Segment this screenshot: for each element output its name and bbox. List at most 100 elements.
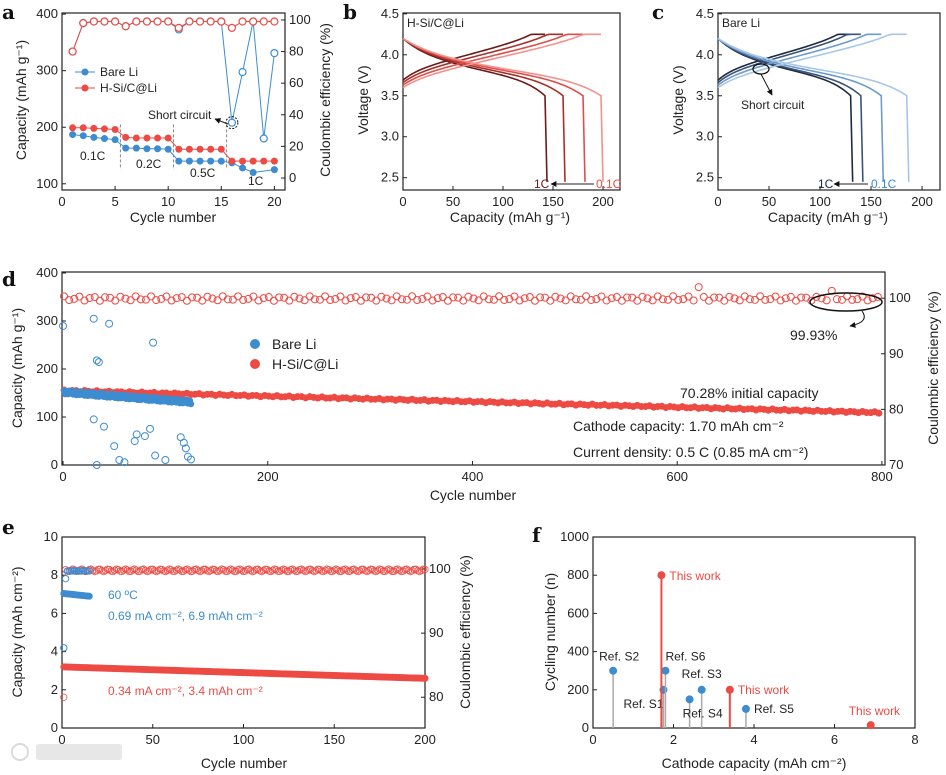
e-red-ce-point <box>127 567 135 575</box>
a-y-tick-label: 300 <box>36 63 58 78</box>
f-point <box>685 695 694 704</box>
e-red-ce-point <box>62 566 70 574</box>
b-cell-label: H-Si/C@Li <box>407 16 464 30</box>
b-y-tick-label: 4.0 <box>381 47 399 62</box>
e-red-ce-point <box>232 567 240 575</box>
d-hsic-ce-point <box>111 296 120 305</box>
d-bare-ce-point <box>140 432 149 441</box>
e-red-ce-point <box>399 567 407 575</box>
e-red-ce-point <box>421 565 429 574</box>
d-hsic-ce-point <box>244 294 253 303</box>
e-red-ce-point <box>158 565 166 574</box>
d-hsic-ce-point <box>438 292 447 301</box>
c-plot-frame <box>717 12 941 191</box>
e-x-tick-label: 150 <box>323 732 345 747</box>
a-ce-point-hsic <box>79 19 88 28</box>
e-red-ce-point <box>395 566 404 574</box>
a-capacity-point-hsic <box>164 134 172 142</box>
d-bare-ce-point <box>120 458 129 467</box>
e-red-ce-point <box>319 567 327 576</box>
e-red-ce-point <box>92 567 101 575</box>
b-x-axis-title: Capacity (mAh g⁻¹) <box>450 209 570 225</box>
d-hsic-ce-point <box>223 295 232 304</box>
a-ce-point-hsic <box>227 23 237 32</box>
d-hsic-ce-point <box>484 295 493 304</box>
f-x-tick-label: 6 <box>831 732 838 747</box>
a-y-tick-label: 400 <box>36 6 58 21</box>
e-red-ce-point <box>307 565 315 573</box>
d-ce-label: 99.93% <box>790 327 837 343</box>
d-hsic-ce-point <box>797 293 806 302</box>
d-hsic-ce-point <box>530 296 539 305</box>
e-red-ce-point <box>272 566 280 574</box>
c-charge-curve-0.5C <box>717 33 861 84</box>
f-x-tick-label: 4 <box>750 732 757 747</box>
d-y-tick-label: 100 <box>36 409 58 424</box>
d-cathode-label: Cathode capacity: 1.70 mAh cm⁻² <box>573 418 784 434</box>
d-x-tick-label: 600 <box>666 469 688 484</box>
d-hsic-ce-point <box>766 295 775 304</box>
a-capacity-point-hsic <box>90 124 98 132</box>
d-hsic-ce-point <box>633 296 642 305</box>
e-red-ce-point <box>163 566 171 574</box>
f-point <box>609 666 618 675</box>
d-hsic-ce-point <box>141 295 150 304</box>
a-capacity-point-bare <box>79 132 87 140</box>
d-hsic-ce-point <box>70 294 79 303</box>
b-charge-curve-0.2C <box>402 33 583 86</box>
d-hsic-ce-point <box>510 292 519 301</box>
d-y2-tick-label: 90 <box>889 346 903 361</box>
d-hsic-ce-point <box>561 296 570 305</box>
d-hsic-ce-point <box>198 296 207 305</box>
d-hsic-ce-point <box>254 296 263 305</box>
d-hsic-ce-point <box>285 296 294 305</box>
e-red-ce-point <box>170 567 179 576</box>
d-hsic-ce-point <box>423 292 432 301</box>
d-hsic-ce-point <box>90 293 99 302</box>
e-red-ce-point <box>285 567 293 575</box>
e-red-ce-point <box>141 566 150 575</box>
d-hsic-ce-point <box>602 296 611 305</box>
d-hsic-ce-point <box>413 296 422 305</box>
e-red-ce-point <box>203 567 211 575</box>
c-cell-label: Bare Li <box>722 16 760 30</box>
f-point <box>661 666 670 675</box>
a-x-tick-label: 20 <box>267 194 281 209</box>
c-x-axis-title: Capacity (mAh g⁻¹) <box>768 209 888 225</box>
a-ce-point-hsic <box>153 17 162 26</box>
a-capacity-point-hsic <box>239 157 247 165</box>
d-hsic-ce-point <box>121 294 130 303</box>
e-red-ce-point <box>259 567 268 575</box>
e-red-ce-point <box>149 565 157 573</box>
a-ce-point-bare <box>259 134 268 143</box>
d-hsic-ce-point <box>756 292 765 301</box>
c-y-tick-label: 3.0 <box>696 129 714 144</box>
d-hsic-ce-point <box>500 295 509 304</box>
e-red-ce-point <box>198 567 206 575</box>
a-capacity-point-bare <box>185 157 193 165</box>
a-y2-tick-label: 80 <box>289 44 303 59</box>
d-hsic-ce-point <box>336 292 345 301</box>
d-hsic-ce-point <box>786 292 795 301</box>
d-hsic-ce-point <box>791 296 800 305</box>
e-red-ce-point <box>325 566 333 574</box>
b-discharge-curve-0.5C <box>402 37 566 182</box>
e-red-ce-point <box>194 566 202 575</box>
d-hsic-ce-point <box>556 294 565 303</box>
b-charge-curve-1C <box>402 33 545 81</box>
d-hsic-ce-point <box>628 293 637 302</box>
a-capacity-point-bare <box>111 136 119 144</box>
d-hsic-ce-point <box>249 292 258 301</box>
f-y-axis-title: Cycling number (n) <box>542 573 558 691</box>
a-ce-point-hsic <box>174 23 183 32</box>
d-hsic-ce-point <box>802 293 811 302</box>
a-capacity-point-hsic <box>228 157 236 165</box>
e-blue-ce-point <box>61 574 70 583</box>
a-capacity-point-bare <box>69 131 77 139</box>
d-hsic-ce-point <box>745 295 754 304</box>
d-hsic-ce-point <box>116 292 125 301</box>
e-red-ce-point <box>381 567 389 576</box>
e-red-ce-point <box>118 567 126 576</box>
d-hsic-ce-point <box>495 292 504 301</box>
f-point-label: Ref. S5 <box>754 702 794 716</box>
